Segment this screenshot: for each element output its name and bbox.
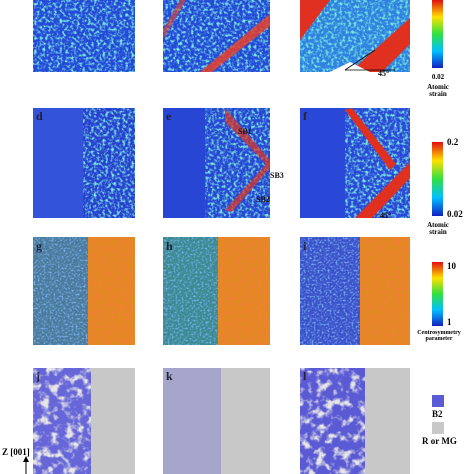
annotation: SB2 [256,195,270,204]
colorbar-title: Centrosymmetry parameter [417,330,461,343]
colorbar-bottom: 0.02 [431,73,445,81]
angle-label: 45° [380,211,392,220]
colorbar-bottom: 1 [447,317,452,327]
panel-letter: h [166,239,173,253]
panel-letter: f [303,109,307,123]
annotation: SB3 [270,171,284,180]
row1-panels [33,0,443,74]
row4-panels [23,368,444,474]
row2-panels [33,108,443,218]
colorbar-title: Atomic strain [427,83,449,99]
panel-letter: i [303,239,307,253]
colorbar-top: 0.2 [447,137,459,147]
angle-label: 45° [378,69,390,78]
panel-letter: e [166,109,172,123]
annotation: SB1 [238,127,252,136]
axis-label: Z [001] [2,447,30,457]
panel-letter: k [166,369,173,383]
colorbar-top: 10 [447,261,456,271]
legend-label: B2 [432,409,443,419]
panel-letter: l [303,369,307,383]
colorbar-bottom: 0.02 [447,209,463,219]
row3-panels [33,237,443,345]
colorbar-title: Atomic strain [427,221,449,237]
panel-letter: g [36,239,42,253]
panel-letter: j [36,369,40,383]
legend-label: R or MG [422,436,457,446]
panel-letter: d [36,109,43,123]
